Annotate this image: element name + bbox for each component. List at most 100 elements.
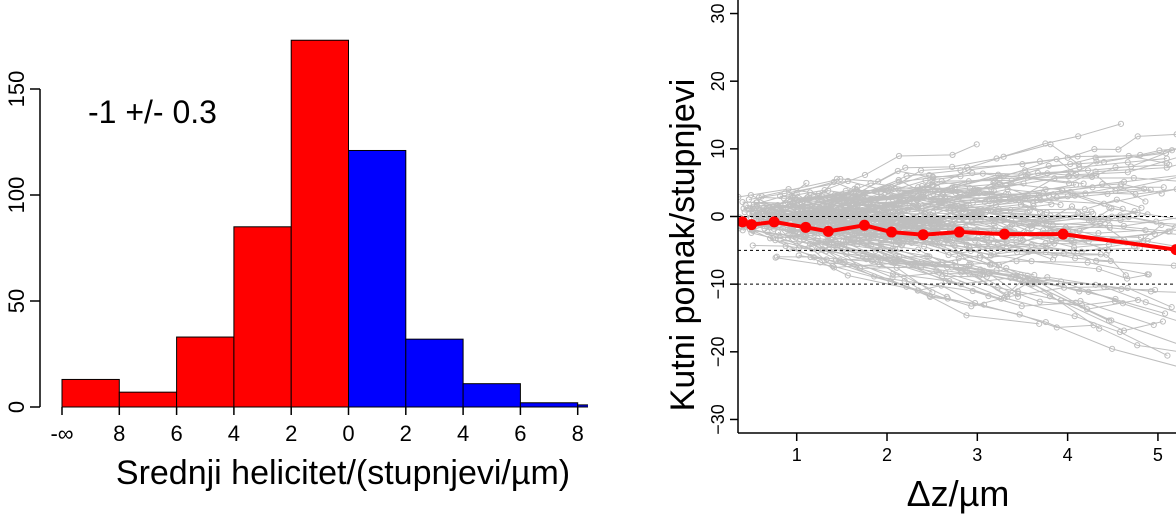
trace-point <box>1131 208 1138 215</box>
mean-point <box>822 225 834 237</box>
trace-point <box>1014 288 1021 295</box>
trace-point <box>1166 161 1173 168</box>
trace-point <box>837 175 844 183</box>
trace-point <box>973 141 980 148</box>
trace-line <box>769 148 1176 208</box>
mean-point <box>917 229 929 241</box>
trace-point <box>963 312 970 319</box>
trace-point <box>1003 245 1010 252</box>
trace-point <box>943 237 951 244</box>
trace-point <box>888 183 895 191</box>
trace-point <box>791 194 798 201</box>
trace-point <box>1161 310 1169 317</box>
line-chart-x-tick-label: 5 <box>1153 445 1163 465</box>
trace-point <box>958 214 966 221</box>
trace-point <box>1159 318 1167 325</box>
histogram-x-tick-label: 4 <box>457 421 469 446</box>
trace-point <box>895 152 903 160</box>
trace-line <box>761 170 934 197</box>
trace-point <box>1168 147 1176 154</box>
trace-point <box>777 237 784 244</box>
trace-point <box>795 252 802 259</box>
trace-point <box>985 292 992 300</box>
trace-point <box>761 225 768 232</box>
trace-point <box>782 242 789 250</box>
trace-point <box>1104 190 1111 197</box>
trace-point <box>1018 172 1025 179</box>
trace-point <box>844 272 851 279</box>
trace-point <box>990 251 998 258</box>
trace-point <box>1156 147 1163 154</box>
line-chart-y-axis-label: Kutni pomak/stupnjevi <box>664 79 702 412</box>
trace-point <box>1091 146 1098 153</box>
trace-point <box>741 209 748 216</box>
trace-line <box>803 149 1173 207</box>
trace-point <box>969 169 976 177</box>
trace-point <box>893 264 900 271</box>
trace-point <box>1100 158 1108 166</box>
trace-point <box>1003 265 1010 272</box>
trace-point <box>1097 220 1104 227</box>
trace-point <box>1160 184 1167 191</box>
trace-point <box>929 289 936 296</box>
trace-point <box>862 213 869 220</box>
trace-point <box>1124 169 1131 176</box>
line-chart-x-tick-label: 2 <box>882 445 892 465</box>
trace-point <box>1113 196 1120 203</box>
trace-line <box>752 197 921 219</box>
trace-point <box>800 202 807 209</box>
trace-point <box>854 183 861 190</box>
trace-point <box>1037 214 1044 221</box>
trace-point <box>1134 342 1141 349</box>
trace-line <box>775 257 1168 357</box>
trace-point <box>1093 158 1100 165</box>
trace-point <box>971 187 978 194</box>
trace-point <box>817 259 824 266</box>
trace-point <box>1089 184 1096 191</box>
trace-point <box>1031 271 1038 279</box>
trace-point <box>1088 173 1096 181</box>
mean-point <box>858 219 870 231</box>
trace-line <box>842 229 1148 275</box>
trace-line <box>815 242 989 297</box>
trace-line <box>829 249 1154 326</box>
trace-point <box>1171 224 1176 231</box>
trace-point <box>917 194 924 201</box>
histogram-x-tick-label: -∞ <box>50 421 73 446</box>
trace-line <box>831 175 1176 207</box>
trace-point <box>861 171 869 179</box>
trace-point <box>1092 154 1099 161</box>
trace-point <box>1024 272 1031 279</box>
trace-point <box>1099 181 1106 188</box>
trace-point <box>825 187 832 194</box>
shift-line-chart: −30 −20 −10 0 10 20 30 1 2 3 4 5 Kutni pomak/stupnj… <box>664 0 1176 514</box>
trace-point <box>1095 265 1103 273</box>
trace-point <box>915 246 922 253</box>
trace-point <box>1117 120 1125 127</box>
trace-line <box>747 192 866 227</box>
trace-point <box>1173 131 1176 138</box>
mean-point <box>800 221 812 233</box>
trace-line <box>776 256 1040 325</box>
trace-point <box>1042 186 1049 193</box>
trace-point <box>990 187 997 194</box>
trace-point <box>825 246 833 253</box>
trace-line <box>835 255 1116 300</box>
trace-point <box>1021 167 1029 174</box>
trace-point <box>1168 304 1175 311</box>
trace-line <box>738 174 930 198</box>
trace-point <box>918 191 925 198</box>
trace-point <box>904 206 911 213</box>
trace-point <box>969 199 977 206</box>
trace-point <box>1116 328 1124 336</box>
trace-point <box>1108 213 1115 220</box>
trace-point <box>1057 297 1064 304</box>
trace-point <box>1117 216 1124 224</box>
trace-point <box>963 241 970 248</box>
trace-point <box>938 282 945 289</box>
trace-point <box>1043 220 1050 227</box>
trace-point <box>1170 262 1176 269</box>
trace-point <box>1051 175 1058 182</box>
trace-point <box>1012 196 1019 204</box>
